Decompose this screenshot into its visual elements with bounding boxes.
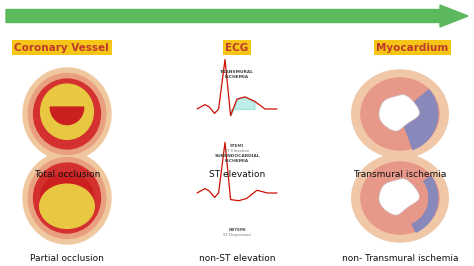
Text: ST Depression: ST Depression: [223, 233, 251, 237]
Wedge shape: [400, 176, 438, 232]
Polygon shape: [50, 107, 84, 124]
Text: ST elevation: ST elevation: [209, 170, 265, 179]
Text: ECG: ECG: [225, 43, 249, 53]
Ellipse shape: [34, 79, 100, 149]
Wedge shape: [400, 90, 438, 149]
Wedge shape: [400, 182, 428, 223]
Text: STEMI: STEMI: [230, 144, 244, 148]
Text: SUBENDOCARDIAL
ISCHEMIA: SUBENDOCARDIAL ISCHEMIA: [214, 154, 260, 163]
Polygon shape: [379, 95, 419, 131]
Polygon shape: [379, 179, 419, 215]
Ellipse shape: [352, 70, 448, 158]
Polygon shape: [41, 173, 93, 198]
Ellipse shape: [28, 157, 106, 239]
Text: NSTEMI: NSTEMI: [228, 228, 246, 232]
Ellipse shape: [352, 154, 448, 242]
Ellipse shape: [34, 163, 100, 233]
Ellipse shape: [361, 162, 439, 234]
Text: ST Elevation: ST Elevation: [225, 149, 249, 153]
FancyArrow shape: [6, 5, 468, 27]
Text: non- Transmural ischemia: non- Transmural ischemia: [342, 254, 458, 263]
Ellipse shape: [361, 78, 439, 150]
Ellipse shape: [28, 73, 106, 155]
Text: Myocardium: Myocardium: [376, 43, 448, 53]
Text: TRANSMURAL
ISCHEMIA: TRANSMURAL ISCHEMIA: [220, 70, 254, 78]
Text: non-ST elevation: non-ST elevation: [199, 254, 275, 263]
Ellipse shape: [40, 184, 94, 228]
Text: Partial occlusion: Partial occlusion: [30, 254, 104, 263]
Ellipse shape: [23, 152, 111, 244]
Text: Coronary Vessel: Coronary Vessel: [14, 43, 109, 53]
Text: Transmural ischemia: Transmural ischemia: [353, 170, 447, 179]
Text: Total occlusion: Total occlusion: [34, 170, 100, 179]
Ellipse shape: [41, 84, 93, 139]
Ellipse shape: [23, 68, 111, 160]
